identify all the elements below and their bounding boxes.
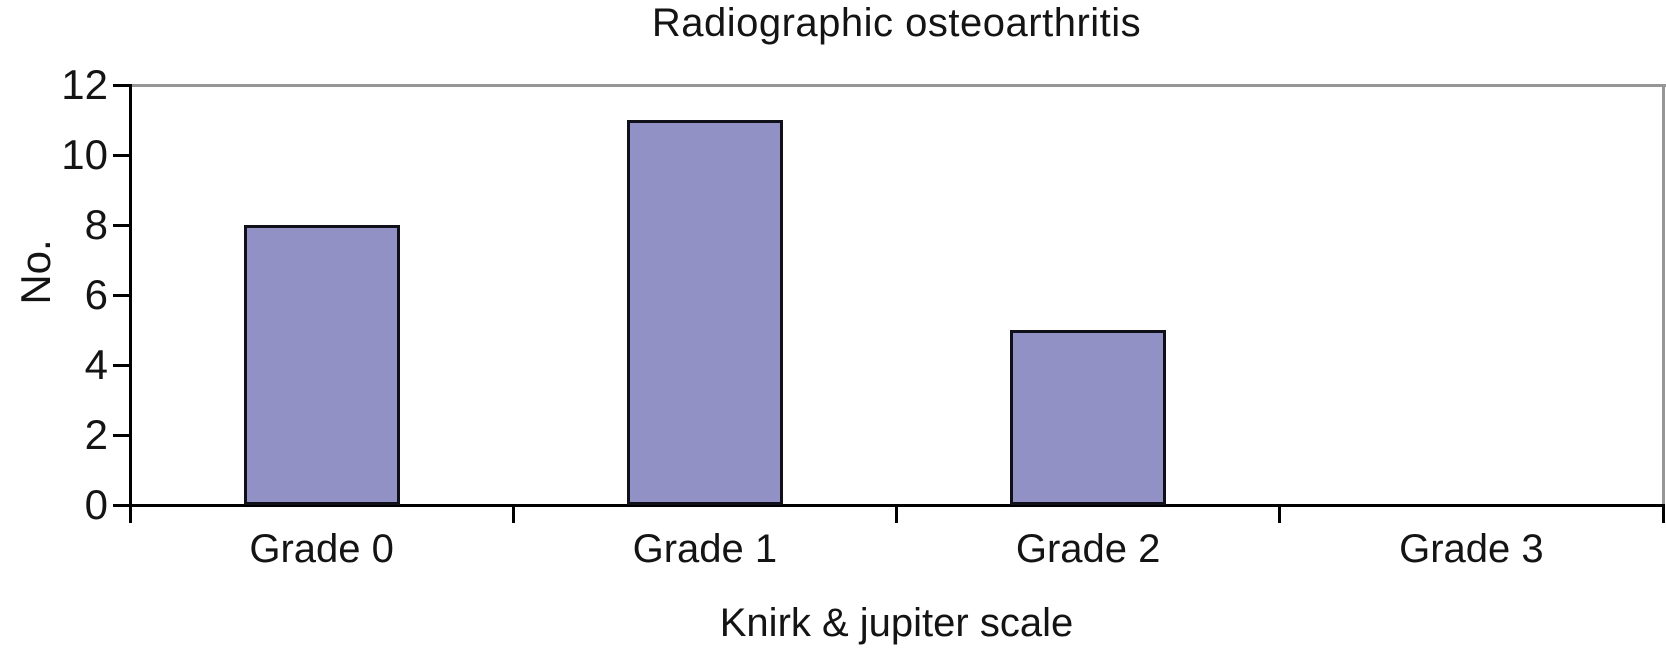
x-category-label: Grade 2 [1015, 527, 1161, 571]
y-axis-line [128, 84, 132, 505]
y-tick-mark [113, 433, 130, 437]
x-axis-label: Knirk & jupiter scale [719, 601, 1074, 645]
y-tick-label: 2 [84, 411, 108, 458]
x-tick-mark [128, 505, 132, 523]
bar-grade-1 [626, 120, 783, 505]
plot-top-border [130, 84, 1666, 87]
y-tick-label: 10 [61, 131, 108, 178]
y-tick-label: 6 [84, 271, 108, 318]
x-category-label: Grade 0 [249, 527, 394, 571]
x-axis-line [113, 503, 1665, 507]
x-category-label: Grade 1 [632, 527, 778, 571]
x-tick-mark [895, 505, 898, 523]
y-tick-mark [113, 83, 130, 87]
y-tick-mark [113, 363, 130, 367]
x-category-label: Grade 3 [1399, 527, 1544, 571]
y-tick-label: 8 [84, 201, 108, 248]
x-tick-mark [511, 505, 515, 523]
y-tick-mark [113, 153, 130, 157]
x-tick-mark [1278, 505, 1282, 523]
y-tick-mark [113, 503, 130, 507]
bar-grade-2 [1010, 330, 1167, 505]
chart-title: Radiographic osteoarthritis [651, 1, 1142, 45]
bar-grade-0 [243, 225, 400, 505]
x-tick-mark [1661, 505, 1665, 523]
y-tick-label: 0 [84, 481, 108, 528]
y-tick-label: 12 [61, 61, 108, 108]
plot-right-border [1662, 85, 1665, 505]
y-tick-mark [113, 223, 130, 227]
y-tick-label: 4 [84, 341, 108, 388]
y-tick-mark [113, 293, 130, 297]
